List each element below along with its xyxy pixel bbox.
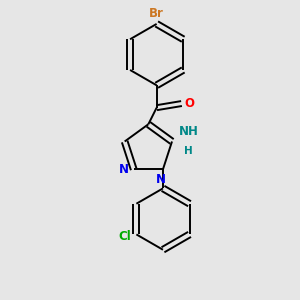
Text: O: O — [185, 97, 195, 110]
Text: Cl: Cl — [119, 230, 131, 243]
Text: Br: Br — [149, 7, 164, 20]
Text: N: N — [156, 173, 166, 186]
Text: NH: NH — [178, 125, 199, 138]
Text: H: H — [184, 146, 193, 157]
Text: N: N — [119, 163, 129, 176]
